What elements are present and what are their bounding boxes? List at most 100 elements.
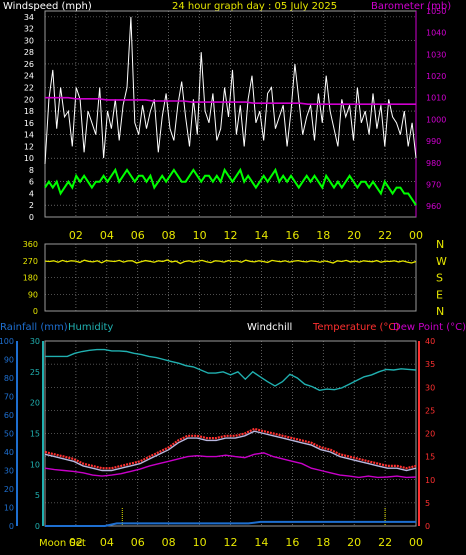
barometer-tick-label: 1020 [426, 72, 446, 81]
barometer-tick-label: 1030 [426, 50, 446, 59]
x-tick-label: 06 [131, 536, 145, 549]
barometer-tick-label: 970 [426, 180, 441, 189]
rainfall-tick-label: 30 [4, 467, 14, 476]
temperature-tick-label: 15 [425, 453, 435, 462]
rainfall-tick-label: 60 [4, 411, 14, 420]
windspeed-tick-label: 22 [24, 84, 34, 93]
direction-degree-tick: 360 [23, 240, 38, 249]
x-tick-label: 08 [162, 536, 176, 549]
dewpoint-axis-label: Dew Point (°C) [393, 322, 466, 333]
humidity-tick-label: 15 [30, 430, 40, 439]
temperature-tick-label: 30 [425, 383, 435, 392]
temperature-tick-label: 40 [425, 337, 435, 346]
direction-degree-tick: 180 [23, 274, 38, 283]
x-tick-label: 00 [409, 536, 423, 549]
dewpoint-series [44, 452, 417, 479]
rainfall-tick-label: 0 [9, 522, 14, 531]
windchill-series [44, 430, 417, 472]
x-tick-label: 04 [100, 229, 114, 242]
rainfall-tick-label: 20 [4, 485, 14, 494]
windspeed-tick-label: 16 [24, 119, 34, 128]
windspeed-tick-label: 32 [24, 25, 34, 34]
graph-title: 24 hour graph day : 05 July 2025 [172, 1, 337, 12]
x-axis-tick-labels: 02 04 06 08 10 12 14 16 18 20 22 00 [69, 229, 423, 242]
temperature-tick-label: 0 [425, 522, 430, 531]
windspeed-axis-label: Windspeed (mph) [3, 1, 92, 12]
temperature-tick-label: 20 [425, 430, 435, 439]
x-tick-label: 08 [162, 229, 176, 242]
windspeed-average-series [44, 167, 417, 206]
temperature-panel: 0 10 20 30 40 50 60 70 80 90 100 0 5 10 15 20 25 30 0 5 10… [0, 337, 435, 531]
rainfall-tick-label: 80 [4, 374, 14, 383]
compass-tick: E [436, 288, 443, 301]
temperature-gridlines [45, 341, 416, 526]
windspeed-tick-label: 28 [24, 48, 34, 57]
compass-tick: S [436, 272, 443, 285]
x-tick-label: 00 [409, 229, 423, 242]
barometer-axis-label: Barometer (mb) [371, 1, 451, 12]
rainfall-tick-label: 100 [0, 337, 14, 346]
x-tick-label: 18 [316, 536, 330, 549]
humidity-tick-label: 20 [30, 399, 40, 408]
windchill-label: Windchill [247, 322, 292, 333]
x-tick-label: 16 [285, 229, 299, 242]
compass-tick: W [436, 255, 447, 268]
x-tick-label: 06 [131, 229, 145, 242]
x-tick-label: 02 [69, 536, 83, 549]
x-tick-label: 02 [69, 229, 83, 242]
compass-tick: N [436, 238, 444, 251]
x-tick-label: 12 [224, 229, 238, 242]
barometer-ticks: 960 970 980 990 1000 1010 1020 1030 1040 1050 [426, 7, 446, 211]
rainfall-tick-label: 50 [4, 430, 14, 439]
windspeed-tick-label: 18 [24, 107, 34, 116]
x-tick-label: 22 [378, 229, 392, 242]
windspeed-tick-label: 6 [29, 178, 34, 187]
windspeed-tick-label: 20 [24, 95, 34, 104]
direction-degree-tick: 270 [23, 257, 38, 266]
barometer-tick-label: 1010 [426, 94, 446, 103]
temperature-ticks: 0 5 10 15 20 25 30 35 40 [425, 337, 435, 531]
x-tick-label: 10 [193, 229, 207, 242]
rainfall-tick-label: 90 [4, 356, 14, 365]
x-tick-label: 12 [224, 536, 238, 549]
humidity-tick-label: 5 [35, 491, 40, 500]
temperature-axis-label: Temperature (°C) [312, 322, 399, 333]
x-tick-label: 04 [100, 536, 114, 549]
x-tick-label: 14 [254, 536, 268, 549]
windspeed-tick-label: 34 [24, 13, 34, 22]
barometer-tick-label: 990 [426, 137, 441, 146]
temperature-x-tick-labels: 02 04 06 08 10 12 14 16 18 20 22 00 [69, 536, 423, 549]
windspeed-tick-label: 14 [24, 131, 34, 140]
direction-degree-tick: 0 [33, 307, 38, 316]
windspeed-tick-label: 8 [29, 166, 34, 175]
windspeed-tick-label: 30 [24, 36, 34, 45]
temperature-series [44, 427, 417, 470]
humidity-series [45, 348, 417, 392]
temperature-tick-label: 10 [425, 476, 435, 485]
windspeed-tick-label: 12 [24, 142, 34, 151]
humidity-tick-label: 30 [30, 337, 40, 346]
x-tick-label: 20 [347, 536, 361, 549]
x-tick-label: 14 [254, 229, 268, 242]
rainfall-series [45, 520, 416, 527]
humidity-tick-label: 25 [30, 368, 40, 377]
humidity-ticks: 0 5 10 15 20 25 30 [30, 337, 40, 531]
humidity-tick-label: 0 [35, 522, 40, 531]
rainfall-tick-label: 40 [4, 448, 14, 457]
humidity-tick-label: 10 [30, 460, 40, 469]
windspeed-tick-label: 2 [29, 201, 34, 210]
x-tick-label: 10 [193, 536, 207, 549]
windspeed-gust-series [44, 16, 417, 165]
direction-degree-ticks: 0 90 180 270 360 [23, 240, 38, 316]
rainfall-tick-label: 70 [4, 393, 14, 402]
windspeed-tick-label: 24 [24, 72, 34, 81]
rainfall-tick-label: 10 [4, 504, 14, 513]
barometer-series [45, 96, 416, 105]
x-tick-label: 18 [316, 229, 330, 242]
windspeed-tick-label: 0 [29, 213, 34, 222]
x-tick-label: 20 [347, 229, 361, 242]
rainfall-ticks: 0 10 20 30 40 50 60 70 80 90 100 [0, 337, 14, 531]
